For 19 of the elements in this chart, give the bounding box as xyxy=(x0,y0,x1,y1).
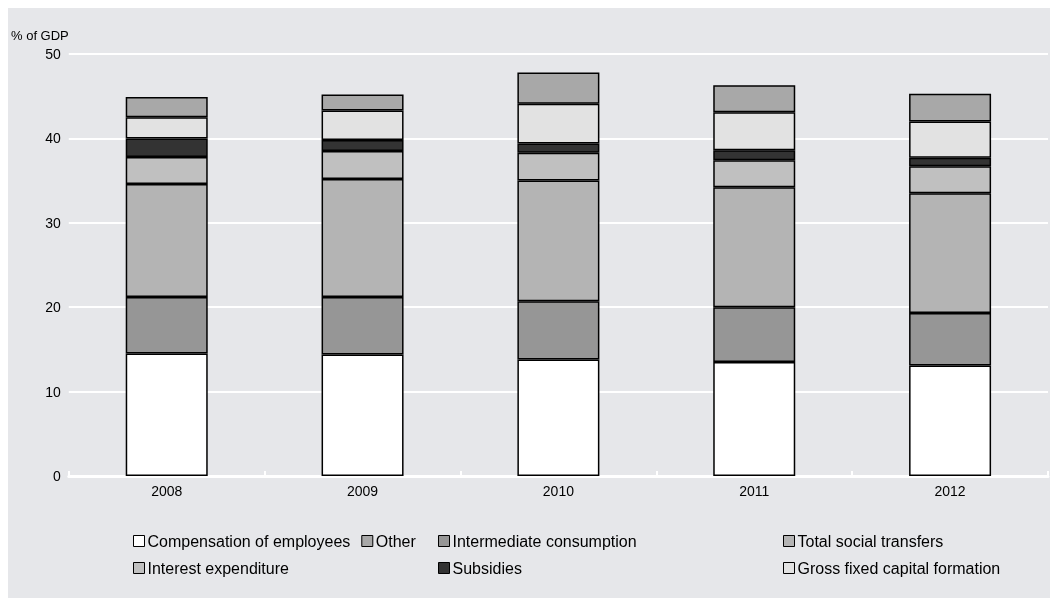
legend-label: Compensation of employees xyxy=(147,532,351,550)
legend-label: Total social transfers xyxy=(797,532,944,550)
y-axis-title: % of GDP xyxy=(11,28,69,43)
y-tick-label: 20 xyxy=(45,299,61,316)
x-tick-label: 2009 xyxy=(346,483,379,499)
legend-label: Subsidies xyxy=(452,559,522,577)
legend-label: Other xyxy=(375,532,417,550)
x-tick-label: 2008 xyxy=(151,483,183,499)
y-tick-label: 10 xyxy=(45,383,61,400)
x-tick-label: 2011 xyxy=(739,483,770,499)
x-tick-label: 2010 xyxy=(542,483,575,499)
y-tick-label: 50 xyxy=(45,46,61,62)
y-tick-label: 40 xyxy=(45,130,61,147)
legend-label: Interest expenditure xyxy=(147,559,290,577)
y-tick-label: 30 xyxy=(45,214,61,231)
y-tick-label: 0 xyxy=(53,468,61,484)
legend-label: Intermediate consumption xyxy=(452,532,637,550)
x-tick-label: 2012 xyxy=(934,483,966,499)
legend-label: Gross fixed capital formation xyxy=(797,559,1001,577)
